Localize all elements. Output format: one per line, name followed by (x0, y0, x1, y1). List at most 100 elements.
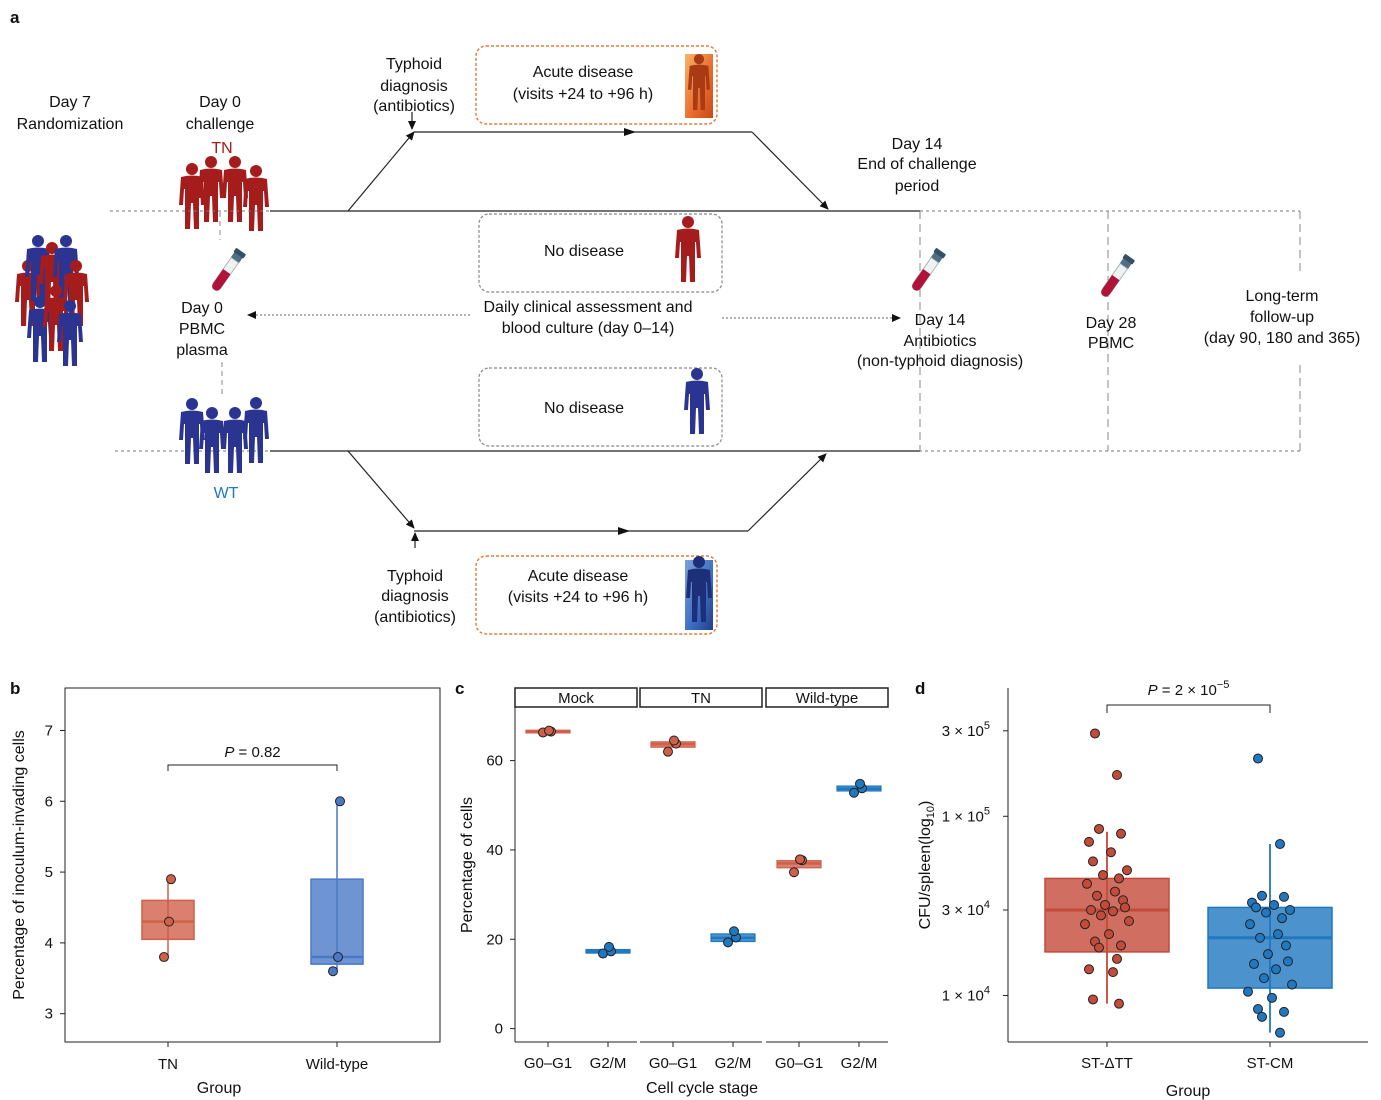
d-x-axis-title: Group (1166, 1083, 1211, 1100)
d-point (1271, 964, 1281, 975)
b-x-tick-label: TN (158, 1056, 178, 1073)
day0-pbmc-line3: plasma (176, 342, 228, 359)
c-point (544, 725, 554, 736)
b-significance-bracket (167, 764, 338, 771)
wt-label: WT (214, 485, 239, 502)
b-box (310, 878, 364, 965)
c-y-tick-label: 60 (486, 753, 503, 770)
b-x-tick-label: Wild-type (306, 1056, 369, 1073)
end-challenge-line3: period (895, 178, 939, 195)
panel-c: c 0 20 40 60 Mock G0–G1 G2/M TN G0–G1 G2/M Wild-ty… (455, 679, 889, 1097)
randomization-line2: Randomization (17, 116, 124, 133)
no-disease-top-label: No disease (544, 243, 624, 260)
c-x-tick-label: G0–G1 (524, 1055, 572, 1072)
d-point (1084, 964, 1094, 975)
d-point (1098, 870, 1108, 881)
d-point (1257, 1011, 1267, 1022)
d-point (1084, 836, 1094, 847)
d-point (1275, 1027, 1285, 1038)
healthy-tn-icon (675, 216, 701, 282)
wt-group-icon (179, 397, 269, 473)
d-point (1257, 890, 1267, 901)
c-y-tick-label: 40 (486, 842, 503, 859)
panel-letter-b: b (10, 679, 20, 698)
day14-antibiotics-line2: Antibiotics (904, 333, 977, 350)
c-facet-label: Mock (558, 690, 594, 707)
d-point (1253, 753, 1263, 764)
d-point (1273, 929, 1283, 940)
d-point (1092, 890, 1102, 901)
b-point (166, 874, 176, 885)
d-point (1090, 728, 1100, 739)
c-y-axis-title: Percentage of cells (459, 797, 476, 933)
d-point (1094, 823, 1104, 834)
c-point (723, 937, 733, 948)
typhoid-top-line1: Typhoid (386, 56, 442, 73)
day0-pbmc-line2: PBMC (179, 321, 225, 338)
c-y-tick-label: 0 (495, 1021, 503, 1038)
d-y-axis-title: CFU/spleen(log10) (917, 801, 937, 930)
d-point (1245, 919, 1255, 930)
acute-disease-bottom-box (475, 555, 718, 635)
d-point (1259, 973, 1269, 984)
d-point (1251, 902, 1261, 913)
d-point (1267, 992, 1277, 1003)
c-point (669, 735, 679, 746)
b-point (159, 952, 169, 963)
c-x-tick-label: G0–G1 (649, 1055, 697, 1072)
end-challenge-line2: End of challenge (857, 156, 976, 173)
b-p-value: P = 0.82 (224, 744, 280, 761)
d-point (1243, 986, 1253, 997)
d-point (1106, 847, 1116, 858)
day14-antibiotics-line3: (non-typhoid diagnosis) (857, 353, 1023, 370)
day14-antibiotics-line1: Day 14 (915, 312, 966, 329)
b-y-tick-label: 3 (45, 1006, 53, 1023)
d-y-tick-label: 3 × 105 (942, 720, 990, 740)
b-y-tick-label: 4 (45, 935, 53, 952)
d-point (1279, 891, 1289, 902)
d-box (1044, 877, 1170, 953)
d-significance-bracket (1106, 704, 1271, 713)
challenge-line2: challenge (186, 116, 255, 133)
d-point (1094, 942, 1104, 953)
healthy-wt-icon (684, 368, 710, 434)
tn-label: TN (211, 140, 232, 157)
d-point (1275, 839, 1285, 850)
acute-top-line2: (visits +24 to +96 h) (513, 86, 654, 103)
d-point (1269, 899, 1279, 910)
d-y-tick-label: 3 × 104 (942, 899, 990, 919)
panel-d: d 1 × 104 3 × 104 1 × 105 3 × 105 ST-ΔTT ST-C… (915, 679, 1368, 1100)
d-point (1108, 906, 1118, 917)
d-point (1080, 919, 1090, 930)
b-y-tick-label: 5 (45, 864, 53, 881)
d-point (1088, 856, 1098, 867)
d-point (1249, 958, 1259, 969)
c-point (795, 854, 805, 865)
d-x-tick-label: ST-ΔTT (1081, 1055, 1133, 1072)
b-y-axis-title: Percentage of inoculum-invading cells (11, 730, 28, 999)
b-point (328, 966, 338, 977)
d-point (1114, 873, 1124, 884)
d-point (1263, 949, 1273, 960)
acute-top-line1: Acute disease (533, 64, 634, 81)
c-x-tick-label: G2/M (590, 1055, 627, 1072)
c-point (849, 787, 859, 798)
day28-line1: Day 28 (1086, 315, 1137, 332)
c-point (789, 867, 799, 878)
d-point (1122, 865, 1132, 876)
no-disease-bottom-box (478, 367, 723, 447)
d-point (1114, 998, 1124, 1009)
d-y-tick-label: 1 × 104 (942, 984, 990, 1004)
d-point (1110, 886, 1120, 897)
d-point (1279, 1006, 1289, 1017)
b-point (335, 796, 345, 807)
d-x-tick-label: ST-CM (1247, 1055, 1294, 1072)
d-point (1287, 979, 1297, 990)
blood-tube-day28-icon (1097, 253, 1136, 300)
d-point (1112, 770, 1122, 781)
d-point (1112, 953, 1122, 964)
blood-tube-icon (208, 247, 247, 294)
c-x-axis-title: Cell cycle stage (646, 1080, 758, 1097)
d-point (1088, 994, 1098, 1005)
c-point (663, 746, 673, 757)
